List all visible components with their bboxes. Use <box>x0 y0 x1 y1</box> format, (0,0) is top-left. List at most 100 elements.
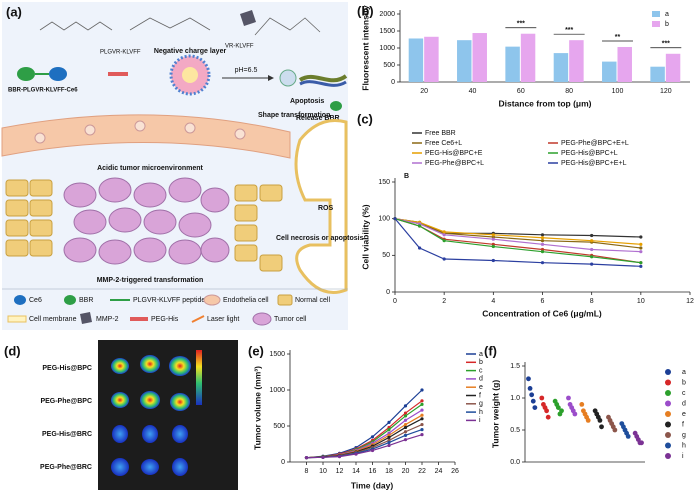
tumor-cell <box>63 182 97 208</box>
legend-label: Tumor cell <box>274 316 307 323</box>
legend-swatch <box>203 294 221 306</box>
x-tick-label: 8 <box>305 468 309 475</box>
x-tick-label: 120 <box>660 88 672 95</box>
peptide-tag: PLGVR-KLVFF <box>100 50 141 56</box>
compound-label: BBR-PLGVR-KLVFF-Ce6 <box>8 88 78 94</box>
acidic-label: Acidic tumor microenvironment <box>97 165 203 172</box>
legend-label: d <box>479 376 483 383</box>
legend-label: Free BBR <box>425 130 456 137</box>
y-tick-label: 1.0 <box>510 395 520 402</box>
significance-label: *** <box>662 41 670 48</box>
point <box>579 402 585 407</box>
cell-membrane <box>294 119 348 294</box>
legend-label: b <box>665 21 669 28</box>
fluorescence-spot <box>169 356 191 376</box>
legend-label: f <box>682 421 684 428</box>
normal-cell <box>29 199 53 217</box>
x-tick-label: 0 <box>393 298 397 305</box>
legend-label: Ce6 <box>29 297 42 304</box>
peg-his-icon <box>108 72 128 76</box>
legend-label: PEG-Phe@BPC+L <box>425 160 484 167</box>
legend-swatch <box>191 315 205 323</box>
marker <box>590 255 594 259</box>
y-tick-label: 500 <box>273 423 285 430</box>
marker <box>491 233 495 237</box>
marker <box>540 236 545 240</box>
cell <box>234 128 246 140</box>
fluorescence-spot <box>111 392 129 408</box>
marker <box>639 250 643 254</box>
point <box>585 418 591 423</box>
marker <box>417 222 422 226</box>
bar <box>424 36 439 82</box>
y-tick-label: 0 <box>386 289 390 296</box>
cell <box>34 132 46 144</box>
marker <box>387 428 391 432</box>
legend-label: b <box>479 359 483 366</box>
fluorescence-spot <box>111 458 129 476</box>
mmp-icon <box>240 10 256 26</box>
marker <box>420 413 424 417</box>
marker <box>540 233 545 237</box>
tumor-cell <box>133 182 167 208</box>
legend-label: e <box>682 411 686 418</box>
y-tick-label: 1500 <box>269 351 285 358</box>
legend-label: a <box>682 369 686 376</box>
y-tick-label: 0 <box>391 79 395 86</box>
marker <box>540 250 545 254</box>
legend-swatch <box>277 294 293 306</box>
normal-cell <box>5 179 29 197</box>
x-axis-label: Concentration of Ce6 (μg/mL) <box>482 308 602 318</box>
marker <box>491 235 495 239</box>
legend-label: PEG-Phe@BPC+E+L <box>561 140 629 147</box>
line <box>306 434 423 459</box>
cell <box>84 124 96 136</box>
marker <box>403 433 408 437</box>
marker <box>403 411 408 415</box>
colorbar <box>196 350 202 405</box>
point <box>612 427 618 433</box>
bar <box>665 53 681 82</box>
marker <box>420 408 424 412</box>
cell <box>134 120 146 132</box>
legend-swatch <box>665 432 671 438</box>
fluorescence-spot <box>111 358 129 374</box>
legend-label: BBR <box>79 297 93 304</box>
legend-swatch <box>80 312 92 324</box>
bbr-icon <box>330 101 342 111</box>
y-tick-label: 150 <box>378 179 390 186</box>
molecule <box>129 17 211 31</box>
bar <box>617 46 632 82</box>
row-label: PEG-His@BRC <box>42 431 92 438</box>
bar <box>602 61 617 82</box>
bar <box>650 66 665 82</box>
point <box>597 418 603 423</box>
legend-label: i <box>479 417 481 424</box>
legend-label: g <box>682 432 686 439</box>
normal-cell <box>259 254 283 272</box>
tumor-cell <box>143 209 177 235</box>
fluorescence-spot <box>172 458 188 476</box>
vessel <box>1 114 291 159</box>
point <box>529 392 535 398</box>
legend-swatch <box>665 411 671 417</box>
point <box>544 408 549 414</box>
x-tick-label: 18 <box>385 468 393 475</box>
significance-label: ** <box>615 34 621 41</box>
normal-cell <box>234 224 258 242</box>
legend-label: Laser light <box>207 316 239 323</box>
y-tick-label: 1000 <box>379 45 395 52</box>
row-label: PEG-His@BPC <box>42 365 92 372</box>
x-tick-label: 20 <box>420 88 428 95</box>
bar <box>457 40 472 82</box>
normal-cell <box>234 244 258 262</box>
point <box>527 386 533 391</box>
legend-swatch <box>665 453 671 459</box>
x-tick-label: 14 <box>352 468 360 475</box>
legend-swatch <box>665 442 671 449</box>
legend-label: e <box>479 384 483 391</box>
legend-label: Endothelia cell <box>223 297 269 304</box>
fiber <box>299 80 347 87</box>
legend-swatch <box>665 421 671 428</box>
